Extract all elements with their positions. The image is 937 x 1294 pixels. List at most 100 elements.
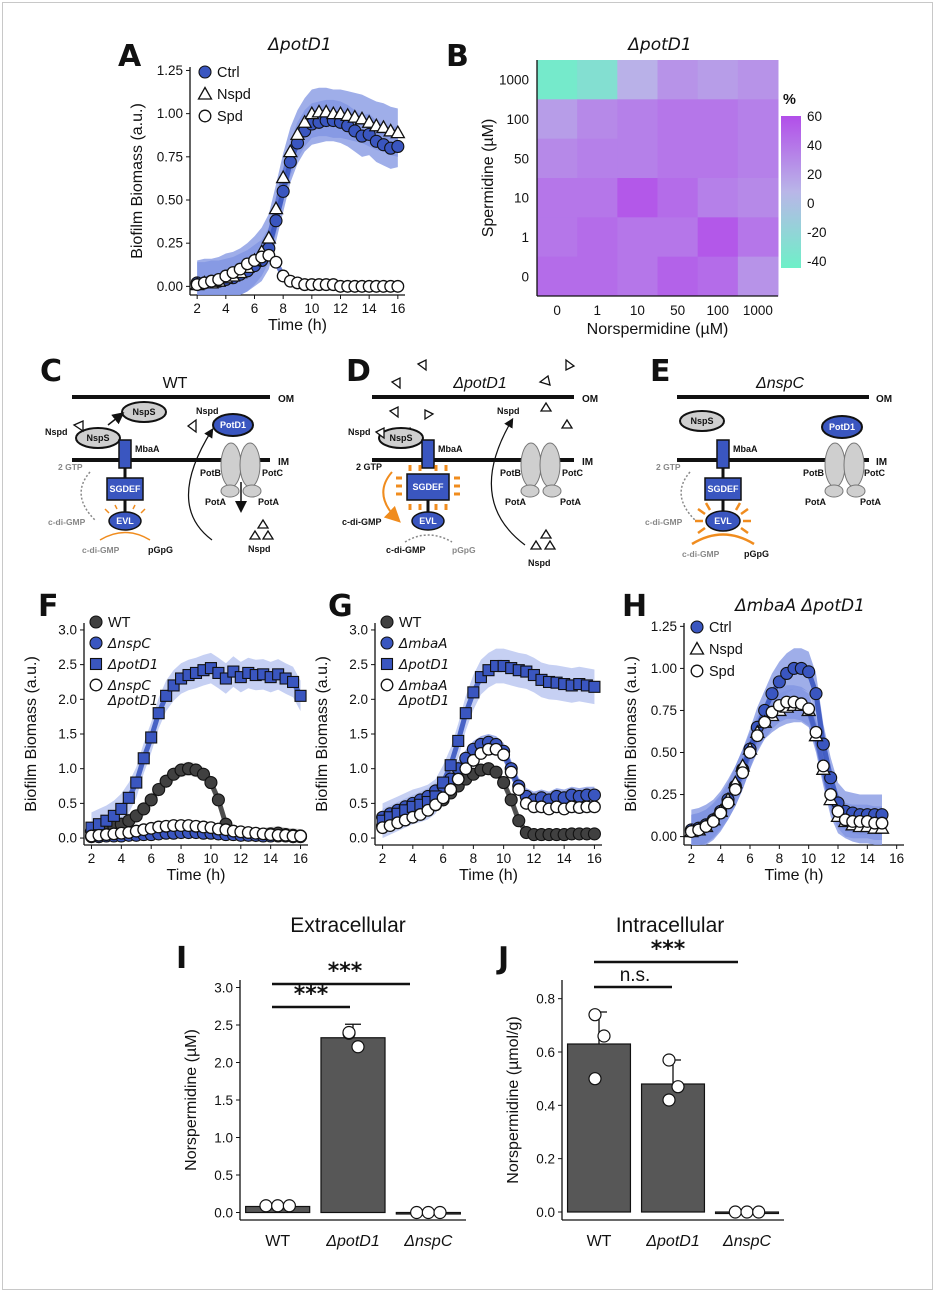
x-tick-label: 4 [222,301,230,316]
legend-label: ΔpotD1 [107,657,158,673]
y-axis-label: Biofilm Biomass (a.u.) [23,656,40,812]
data-point [597,1029,611,1043]
pgpg-label-e: pGpG [744,549,769,559]
y-tick-label: 10 [514,191,529,206]
x-tick-label: 12 [830,851,845,866]
x-tick-label: 16 [587,851,602,866]
data-point [271,1199,285,1213]
x-tick-label: 8 [776,851,784,866]
x-tick-label: ΔpotD1 [325,1233,379,1250]
legend-label: ΔpotD1 [398,693,449,709]
colorbar-tick-label: -20 [807,225,827,240]
nspd-label-d: Nspd [348,427,371,437]
cdigmp-label-d: c-di-GMP [342,517,382,527]
legend-marker [380,678,394,692]
outer-membrane-line [72,395,270,399]
heatmap-cell [537,256,578,297]
y-tick-label: 1.0 [214,1131,233,1146]
x-axis-label: Time (h) [765,867,824,884]
heatmap-cell [737,99,779,140]
point-Ctrl [765,687,779,701]
y-axis-label: Spermidine (µM) [480,119,497,238]
x-tick-label: 12 [333,301,348,316]
legend-marker [380,636,394,650]
om-label-d: OM [582,394,598,405]
point-ΔpotD1 [444,759,457,772]
point-ΔmbaA-ΔpotD1 [451,772,465,786]
point-ΔpotD1 [219,672,232,685]
legend-marker [89,657,103,671]
panel-letter-e: E [650,354,671,389]
y-tick-label: 0 [521,269,529,284]
sig-j-wt-vs-potd1: n.s. [620,965,651,986]
chart-f-time-course: 0.0 0.5 1.0 1.5 2.0 2.5 3.0 2 4 6 8 10 12 14 16 Time (h… [23,615,308,884]
colorbar [781,116,801,268]
point-Nspd [282,143,298,158]
point-Spd [816,759,830,773]
x-tick-label: 4 [717,851,725,866]
point-Ctrl [391,139,405,154]
x-tick-label: 2 [688,851,696,866]
x-tick-label: 14 [557,851,573,866]
point-WT [211,793,225,807]
y-tick-label: 0.25 [157,236,183,251]
x-tick-label: 100 [706,303,729,318]
heatmap-cell [577,256,618,297]
cdigmp-label-d2: c-di-GMP [386,545,426,555]
pgpg-label-d: pGpG [452,545,476,555]
x-tick-label: 1 [593,303,601,318]
point-ΔpotD1 [160,689,173,702]
potb-label-d: PotB [500,468,521,478]
point-Nspd [361,114,377,128]
point-WT [196,767,211,781]
mbaa-label: MbaA [135,444,160,454]
significance-j: *** n.s. [594,937,738,989]
point-ΔmbaA-ΔpotD1 [459,762,473,776]
y-tick-label: 1.5 [214,1093,233,1108]
point-ΔmbaA [587,788,601,802]
legend-label: Spd [709,664,735,680]
data-point [662,1093,676,1107]
data-point [433,1205,447,1220]
y-axis-label: Biofilm Biomass (a.u.) [623,656,640,812]
sgdef-activity-icon [396,465,460,510]
x-axis-label: Time (h) [268,317,327,334]
heatmap-cell [697,217,739,258]
sgdef-label: SGDEF [109,484,141,494]
evl-label: EVL [116,516,134,526]
point-Nspd [268,200,284,215]
y-tick-label: 0.0 [214,1206,233,1221]
im-label-d: IM [582,457,593,468]
nsps-release-arrow [107,412,125,426]
point-Nspd [390,124,406,139]
y-tick-label: 2.0 [58,692,77,707]
colorbar-label: % [783,92,796,108]
x-tick-label: WT [265,1233,290,1250]
legend-label: ΔpotD1 [398,657,449,673]
y-axis-label: Biofilm Biomass (a.u.) [129,103,146,259]
y-tick-label: 0.0 [58,831,77,846]
y-tick-label: 2.5 [349,657,368,672]
y-tick-label: 0.50 [157,193,183,208]
diagram-c-wt: WT OM IM NspS NspS Nspd MbaA SGDEF EVL 2… [45,375,294,555]
legend-label: Nspd [709,642,743,658]
x-tick-label: 12 [233,851,248,866]
x-tick-label: 10 [801,851,816,866]
y-tick-label: 0.00 [157,279,183,294]
point-WT [512,814,526,828]
nspd-label-3: Nspd [248,544,271,554]
point-Nspd [289,126,306,141]
cdigmp-label-e2: c-di-GMP [682,549,720,559]
pota-label-e2: PotA [860,497,881,507]
y-tick-label: 2.0 [214,1056,233,1071]
point-Spd [391,279,405,293]
y-tick-label: 3.0 [214,981,233,996]
y-tick-label: 1.5 [349,727,368,742]
legend-marker [198,109,212,123]
nsps-label-e: NspS [690,416,713,426]
y-tick-label: 2.5 [58,657,77,672]
nspd-cluster-icon [248,518,275,540]
point-ΔpotD1 [137,752,150,765]
diagram-e-title: ΔnspC [755,375,805,392]
